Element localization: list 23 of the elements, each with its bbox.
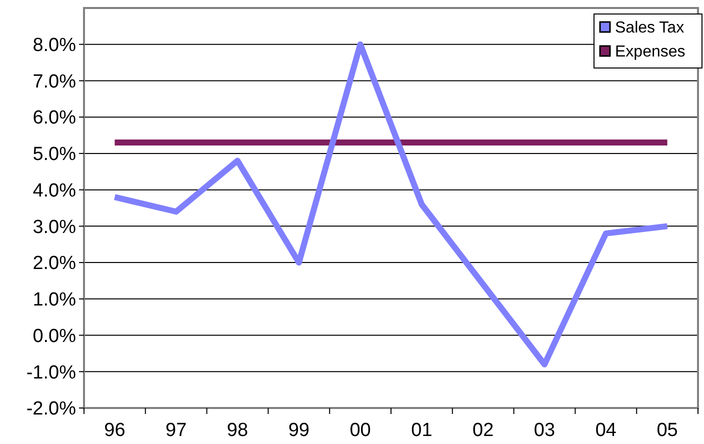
x-tick-label: 04 <box>595 420 617 441</box>
x-tick-label: 05 <box>656 420 678 441</box>
legend-label: Sales Tax <box>615 20 684 37</box>
x-tick-label: 97 <box>166 420 187 441</box>
y-tick-label: 2.0% <box>32 253 76 274</box>
y-tick-label: 1.0% <box>32 290 76 311</box>
y-tick-label: 0.0% <box>32 326 76 347</box>
x-tick-label: 02 <box>472 420 494 441</box>
y-tick-label: 3.0% <box>32 216 76 238</box>
x-tick-label: 98 <box>226 420 248 441</box>
y-tick-label: 8.0% <box>32 35 76 56</box>
x-tick-label: 01 <box>411 420 432 441</box>
x-tick-label: 99 <box>288 420 310 441</box>
y-tick-label: 7.0% <box>32 71 76 92</box>
y-tick-label: -1.0% <box>26 362 76 384</box>
x-tick-label: 96 <box>104 420 126 441</box>
x-tick-label: 00 <box>350 420 371 441</box>
x-tick-label: 03 <box>534 420 556 441</box>
y-tick-label: 4.0% <box>32 180 76 202</box>
y-tick-label: 6.0% <box>32 108 76 129</box>
legend-label: Expenses <box>615 44 686 61</box>
y-tick-label: 5.0% <box>32 144 76 166</box>
y-tick-label: -2.0% <box>26 398 76 420</box>
